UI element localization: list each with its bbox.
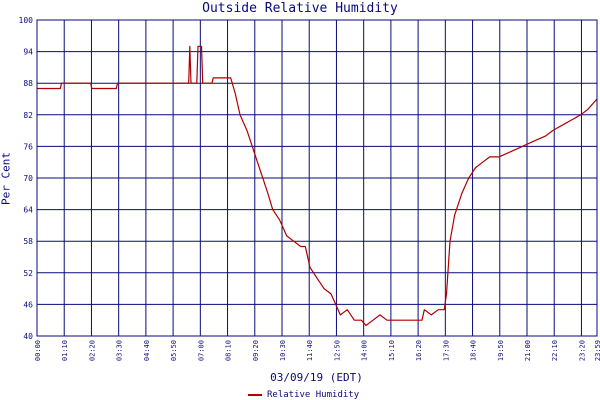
x-tick-label: 21:00	[524, 340, 532, 361]
x-tick-labels: 00:00 01:10 02:20 03:30 04:40 05:50 07:00 08:10…	[34, 340, 600, 361]
legend-label: Relative Humidity	[267, 389, 360, 400]
x-tick-label: 19:50	[497, 340, 505, 361]
legend-swatch	[248, 393, 262, 396]
y-tick-label: 82	[23, 111, 33, 120]
x-tick-label: 16:20	[415, 340, 423, 361]
x-tick-label: 05:50	[170, 340, 178, 361]
x-tick-label: 23:59	[594, 340, 600, 361]
x-tick-label: 01:10	[61, 340, 69, 361]
y-tick-label: 64	[23, 206, 33, 215]
x-tick-label: 02:20	[88, 340, 96, 361]
x-tick-label: 09:20	[252, 340, 260, 361]
x-tick-label: 11:40	[306, 340, 314, 361]
x-tick-label: 12:50	[333, 340, 341, 361]
x-tick-label: 08:10	[225, 340, 233, 361]
x-tick-label: 00:00	[34, 340, 42, 361]
series-layer	[37, 45, 598, 327]
legend: Relative Humidity	[248, 389, 359, 400]
x-tick-label: 23:20	[578, 340, 586, 361]
grid-lines	[36, 19, 598, 337]
y-tick-label: 52	[23, 269, 33, 278]
y-tick-label: 88	[23, 79, 33, 88]
x-tick-label: 10:30	[279, 340, 287, 361]
y-axis-label: Per Cent	[0, 152, 13, 205]
x-tick-label: 18:40	[470, 340, 478, 361]
y-tick-label: 58	[23, 237, 33, 246]
y-tick-label: 94	[23, 48, 33, 57]
y-tick-labels: 40 46 52 58 64 70 76 82 88 94 100	[19, 16, 34, 341]
y-tick-label: 70	[23, 174, 33, 183]
x-tick-label: 04:40	[143, 340, 151, 361]
x-axis-label: 03/09/19 (EDT)	[270, 371, 363, 384]
x-tick-label: 17:30	[442, 340, 450, 361]
x-tick-label: 22:10	[551, 340, 559, 361]
y-tick-label: 46	[23, 300, 33, 309]
y-tick-label: 76	[23, 142, 33, 151]
x-tick-label: 14:00	[361, 340, 369, 361]
x-tick-label: 03:30	[116, 340, 124, 361]
x-tick-label: 15:10	[388, 340, 396, 361]
y-tick-label: 100	[19, 16, 34, 25]
humidity-line	[37, 45, 598, 327]
x-tick-label: 07:00	[197, 340, 205, 361]
plot-frame	[36, 19, 598, 337]
y-tick-label: 40	[23, 332, 33, 341]
chart-title: Outside Relative Humidity	[202, 1, 398, 16]
